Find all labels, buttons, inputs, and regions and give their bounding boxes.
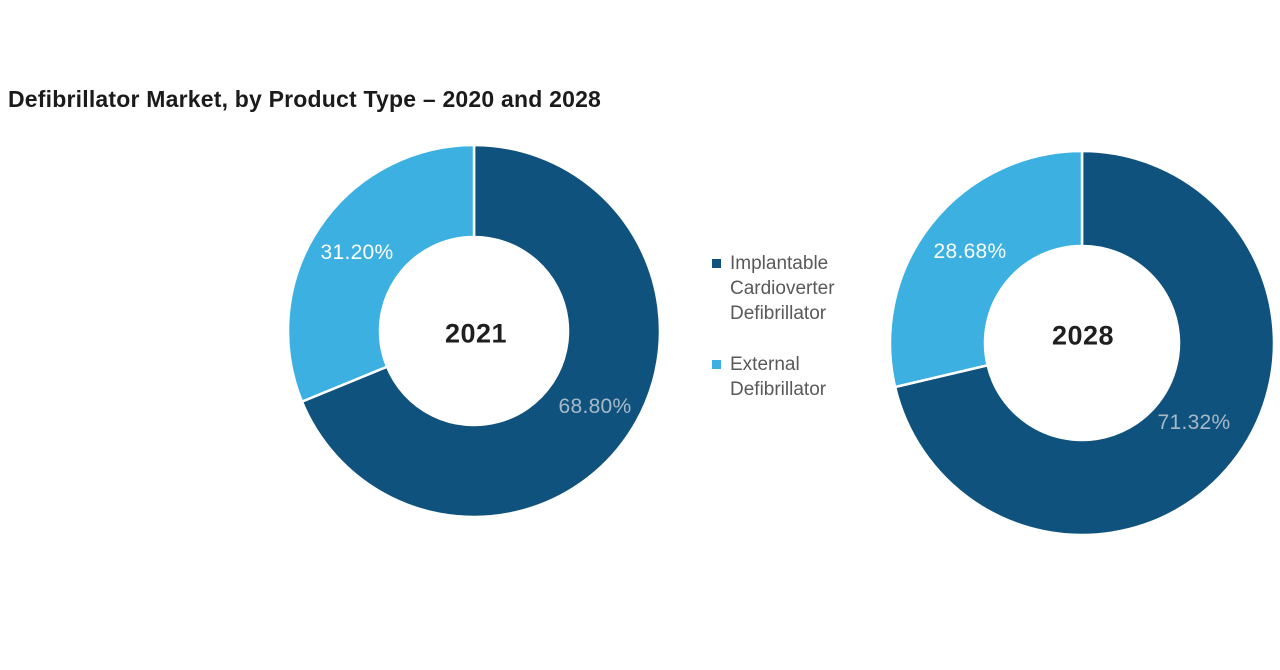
legend-swatch-external-icon [712,360,721,369]
legend-item-implantable-cardioverter-defibrillator: Implantable Cardioverter Defibrillator [712,251,862,326]
donut-slice-2021-implantable-cardioverter-defibrillator [300,143,662,519]
donut-2028 [888,149,1276,537]
slice-label-2021-implantable: 68.80% [558,395,632,418]
slice-label-2021-external: 31.20% [320,241,394,264]
slice-label-2028-implantable: 71.32% [1157,411,1231,434]
slice-label-2028-external: 28.68% [933,240,1007,263]
donut-slice-2021-external-defibrillator [286,143,476,403]
legend-label: External Defibrillator [730,354,827,400]
donut-slice-2028-external-defibrillator [888,149,1084,389]
legend-label: Implantable Cardioverter Defibrillator [730,253,835,324]
donut-2021 [286,143,662,519]
legend-item-external-defibrillator: External Defibrillator [712,352,862,402]
donut-slice-2028-implantable-cardioverter-defibrillator [893,149,1276,537]
chart-legend: Implantable Cardioverter Defibrillator E… [712,251,862,428]
chart-title: Defibrillator Market, by Product Type – … [8,86,602,112]
donut-center-label-2021: 2021 [444,318,508,349]
legend-swatch-implantable-icon [712,259,721,268]
donut-center-label-2028: 2028 [1051,320,1115,351]
